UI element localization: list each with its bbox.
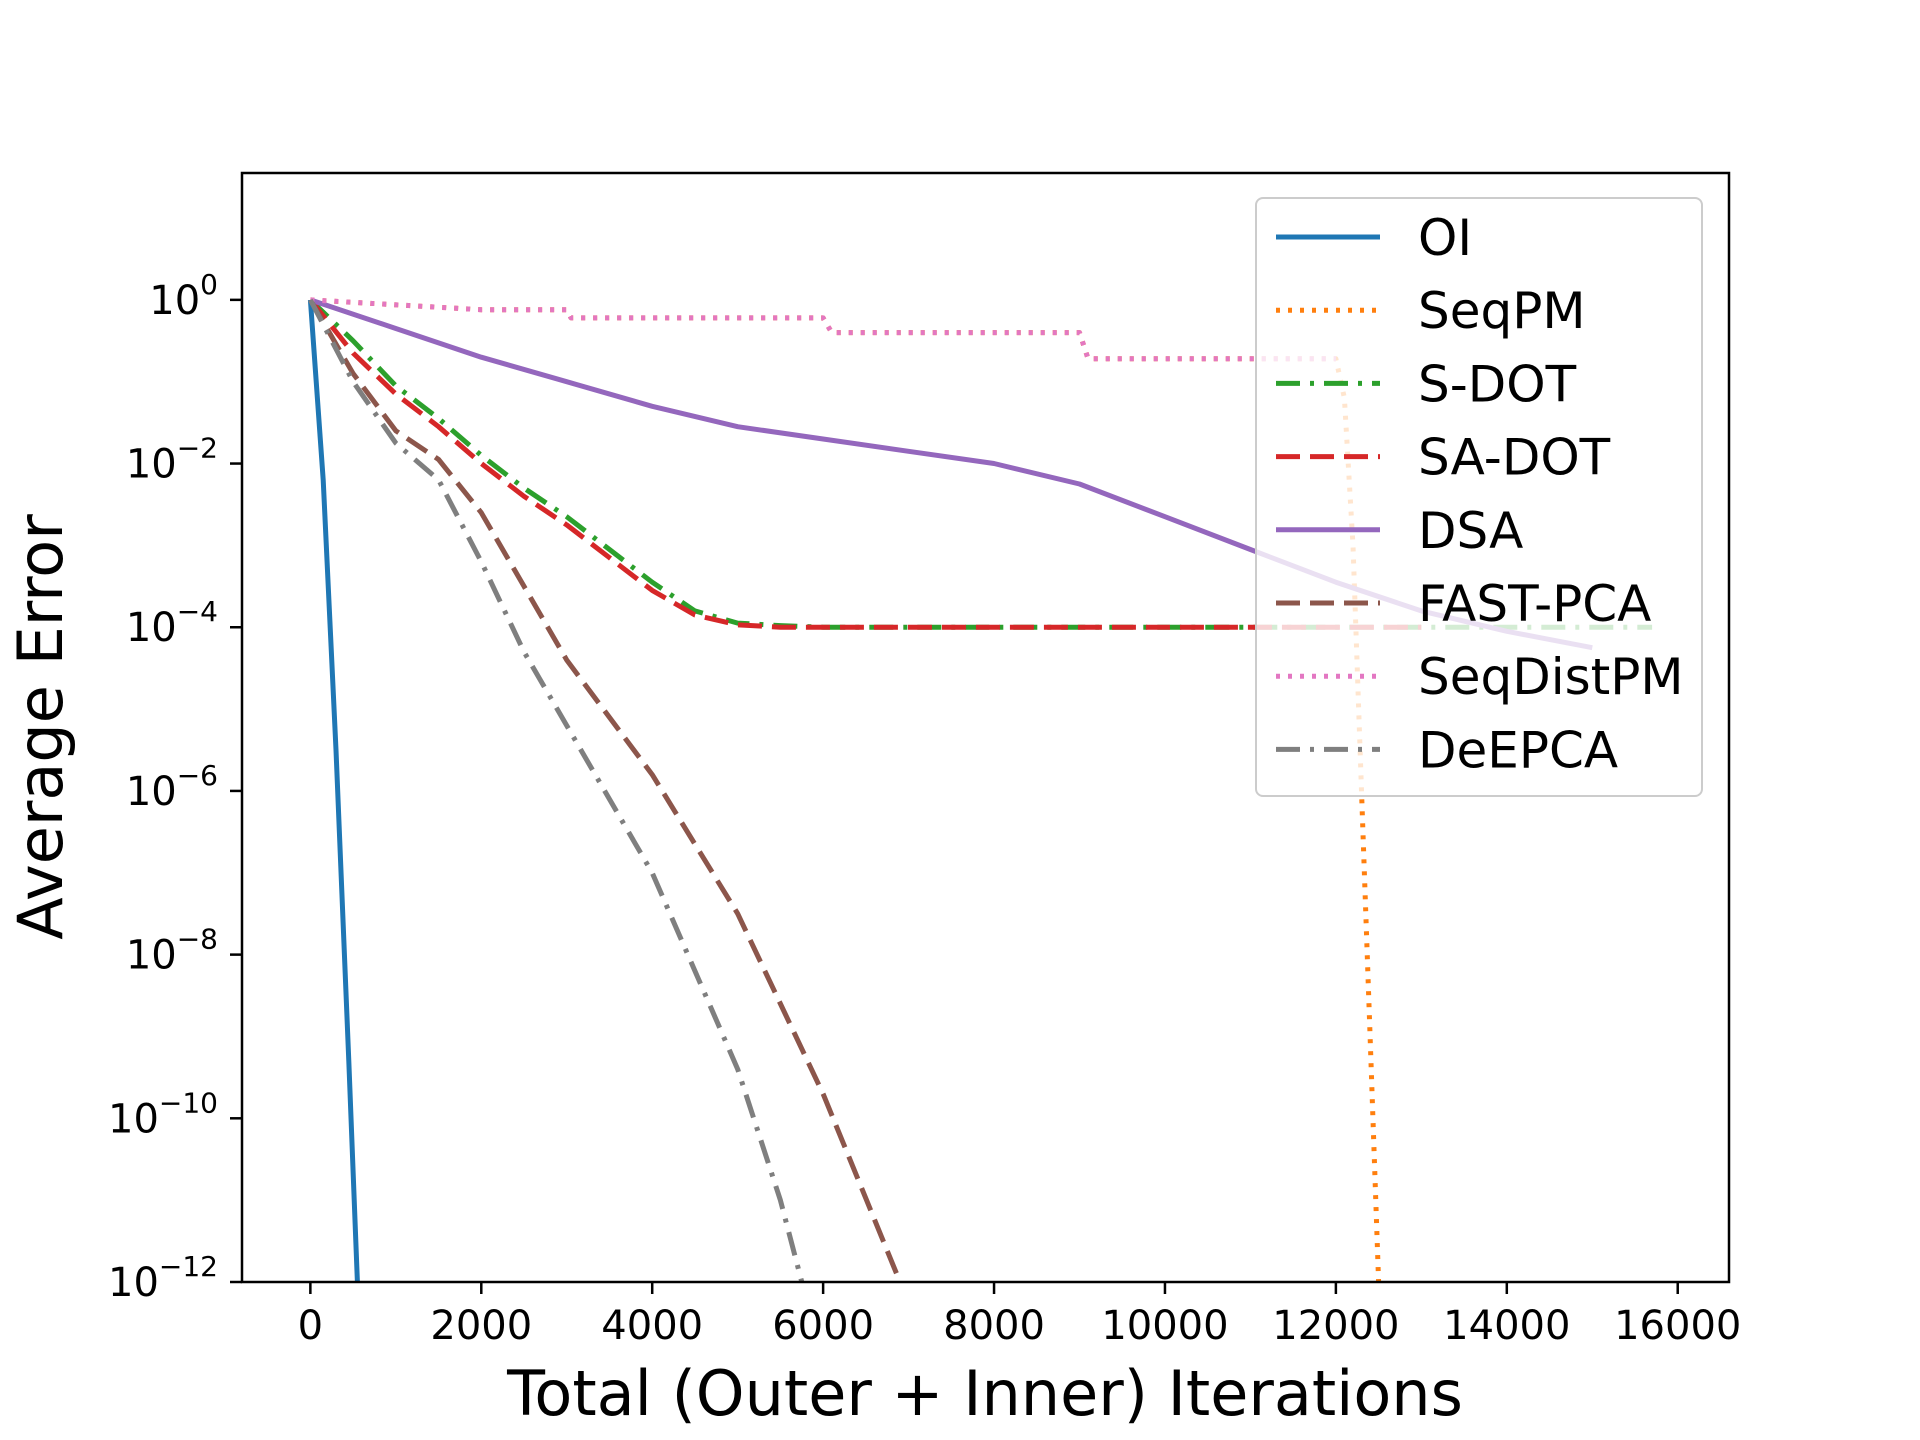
legend-label: OI <box>1418 209 1472 267</box>
series-line-deepca <box>308 298 805 1282</box>
x-tick-label: 10000 <box>1101 1303 1228 1349</box>
y-tick-label: 10−10 <box>108 1086 218 1142</box>
x-axis-title: Total (Outer + Inner) Iterations <box>506 1357 1463 1430</box>
x-tick-label: 4000 <box>601 1303 703 1349</box>
y-axis-title: Average Error <box>4 514 77 940</box>
y-tick-label: 100 <box>149 268 218 324</box>
x-tick-label: 6000 <box>772 1303 874 1349</box>
y-tick-exponent: −2 <box>177 432 218 465</box>
axes-frame <box>240 171 1731 1284</box>
y-tick-exponent: −8 <box>177 923 218 956</box>
y-tick-exponent: −12 <box>159 1250 218 1283</box>
y-tick-label: 10−12 <box>108 1250 218 1306</box>
series-line-fast-pca <box>308 298 903 1282</box>
y-tick-exponent: −4 <box>177 595 218 628</box>
y-tick-base: 10 <box>126 605 177 651</box>
legend-item-deepca: DeEPCA <box>1276 721 1618 779</box>
series-line-seqdistpm <box>310 297 1336 362</box>
y-tick-exponent: 0 <box>200 268 218 301</box>
legend-item-oi: OI <box>1276 209 1472 267</box>
series-layer <box>307 297 1653 1282</box>
y-tick-base: 10 <box>108 1096 159 1142</box>
y-tick-base: 10 <box>126 933 177 979</box>
series-line-oi <box>307 299 360 1282</box>
y-tick-label: 10−6 <box>126 759 218 815</box>
y-tick-base: 10 <box>126 442 177 488</box>
legend-label: SeqPM <box>1418 282 1586 340</box>
legend-item-seqpm: SeqPM <box>1276 282 1586 340</box>
legend-label: S-DOT <box>1418 355 1577 413</box>
x-tick-label: 2000 <box>430 1303 532 1349</box>
y-tick-label: 10−8 <box>126 923 218 979</box>
y-tick-base: 10 <box>126 769 177 815</box>
x-tick-label: 0 <box>298 1303 323 1349</box>
y-tick-base: 10 <box>149 278 200 324</box>
legend-item-s-dot: S-DOT <box>1276 355 1577 413</box>
legend-item-dsa: DSA <box>1276 502 1523 560</box>
legend-label: DeEPCA <box>1418 721 1618 779</box>
legend-label: SA-DOT <box>1418 429 1611 487</box>
y-tick-label: 10−2 <box>126 432 218 488</box>
legend-item-sa-dot: SA-DOT <box>1276 429 1611 487</box>
x-tick-label: 8000 <box>943 1303 1045 1349</box>
series-line-sa-dot <box>308 298 1422 630</box>
legend-item-fast-pca: FAST-PCA <box>1276 575 1651 633</box>
legend: OI SeqPM S-DOT SA-DOT DSA FAST-PCA SeqDistPM De… <box>1255 197 1703 797</box>
legend-label: FAST-PCA <box>1418 575 1651 633</box>
legend-label: SeqDistPM <box>1418 648 1684 706</box>
y-tick-exponent: −10 <box>159 1086 218 1119</box>
x-tick-label: 14000 <box>1443 1303 1570 1349</box>
legend-label: DSA <box>1418 502 1523 560</box>
y-tick-label: 10−4 <box>126 595 218 651</box>
legend-item-seqdistpm: SeqDistPM <box>1276 648 1684 706</box>
x-tick-label: 16000 <box>1614 1303 1741 1349</box>
x-axis: 0 2000 4000 6000 8000 10000 12000 14000 16000 <box>298 1282 1741 1349</box>
legend-entries: OI SeqPM S-DOT SA-DOT DSA FAST-PCA SeqDistPM De… <box>1276 209 1684 779</box>
y-tick-exponent: −6 <box>177 759 218 792</box>
x-tick-label: 12000 <box>1272 1303 1399 1349</box>
series-line-seqpm <box>310 297 1382 1282</box>
y-tick-base: 10 <box>108 1260 159 1306</box>
legend-box <box>1255 197 1703 797</box>
